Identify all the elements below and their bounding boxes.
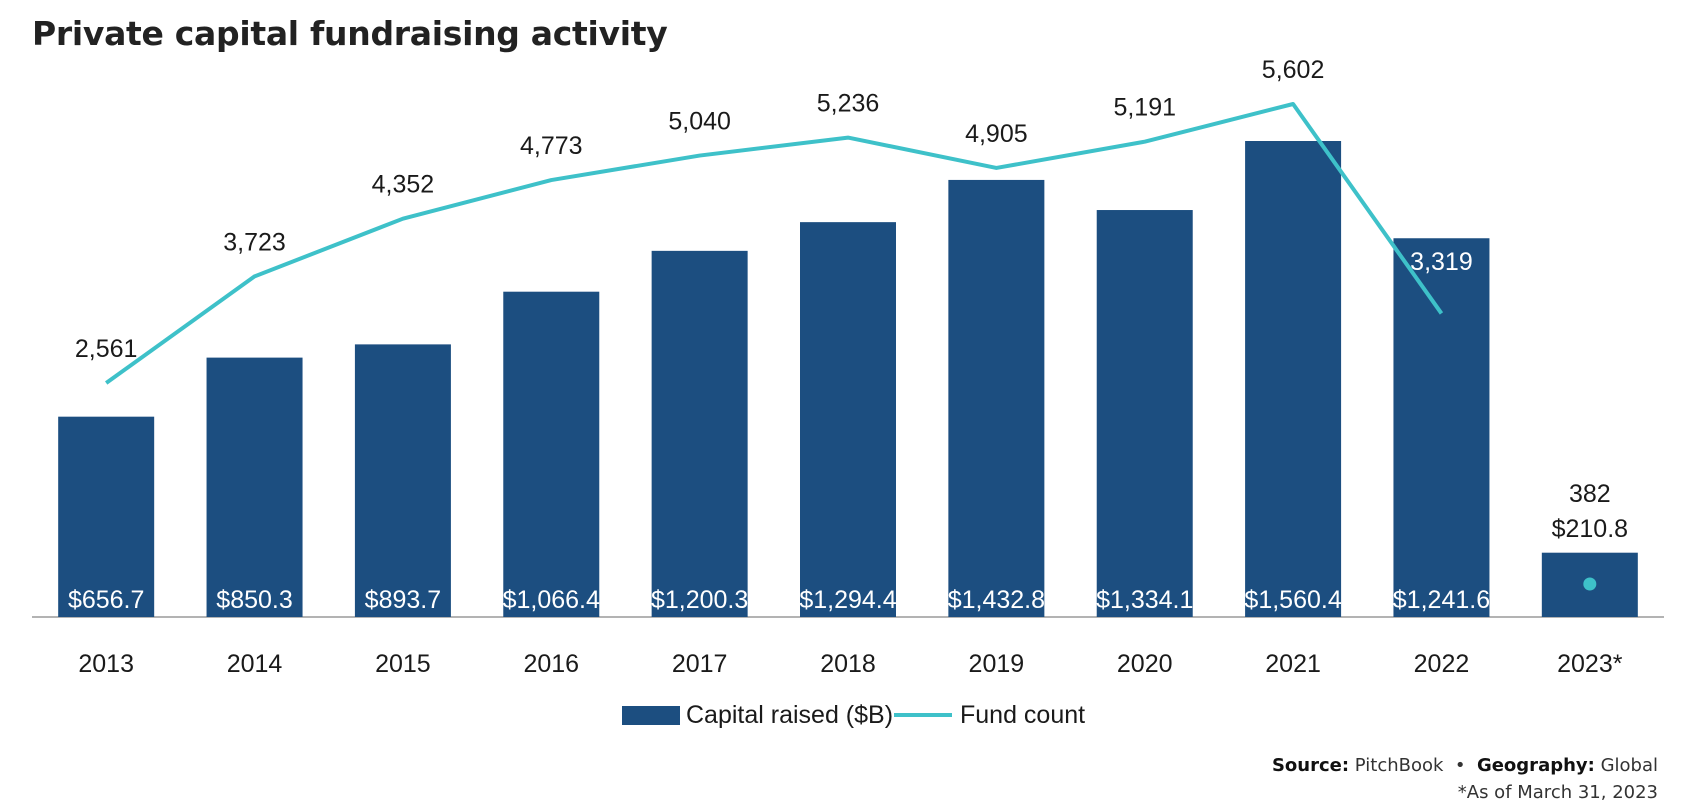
bar-2022: [1393, 238, 1490, 617]
legend: Capital raised ($B) Fund count: [622, 701, 1085, 729]
geography-label: Geography:: [1476, 755, 1595, 776]
x-tick-label: 2023*: [1557, 650, 1623, 678]
fund-count-label: 5,191: [1113, 94, 1176, 122]
legend-label-fund-count: Fund count: [960, 701, 1085, 729]
legend-swatch-capital: [622, 706, 680, 725]
fund-count-label: 5,236: [817, 90, 880, 118]
geography-value: Global: [1600, 755, 1658, 776]
bar-value-label: $850.3: [216, 586, 292, 614]
x-tick-label: 2019: [969, 650, 1025, 678]
fund-count-line: [105, 102, 1444, 385]
source-note: Source: PitchBook • Geography: Global *A…: [1272, 752, 1658, 806]
x-tick-label: 2016: [523, 650, 579, 678]
bar-2019: [948, 179, 1045, 617]
source-label: Source:: [1271, 755, 1350, 776]
x-tick-label: 2018: [820, 650, 876, 678]
bar-2018: [800, 222, 896, 617]
source-value: PitchBook: [1354, 755, 1444, 776]
bar-2021: [1245, 141, 1342, 617]
fund-count-label: 3,723: [223, 228, 286, 256]
bar-value-label: $1,334.1: [1096, 586, 1193, 614]
x-tick-label: 2017: [672, 650, 728, 678]
bar-value-label: $1,241.6: [1393, 586, 1490, 614]
x-tick-label: 2020: [1117, 650, 1173, 678]
bar-value-label: $656.7: [68, 586, 144, 614]
bar-2017: [651, 250, 748, 617]
x-tick-label: 2021: [1265, 650, 1321, 678]
fund-count-point-2023: [1583, 577, 1597, 591]
chart-plot: $656.7 $850.3 $893.7 $1,066.4 $1,200.3 $1,294…: [32, 56, 1664, 729]
source-line: Source: PitchBook • Geography: Global: [1272, 752, 1658, 779]
bar-2020: [1096, 210, 1193, 617]
bar-2014: [206, 357, 303, 617]
bar-value-label: $1,066.4: [503, 586, 600, 614]
bar-value-label: $1,432.8: [948, 586, 1045, 614]
source-separator: •: [1454, 755, 1466, 776]
fund-count-label: 382: [1569, 480, 1611, 508]
bar-value-label: $1,200.3: [651, 586, 748, 614]
bar-2015: [354, 344, 451, 617]
fund-count-label: 5,040: [668, 108, 731, 136]
x-tick-label: 2022: [1414, 650, 1470, 678]
legend-label-capital: Capital raised ($B): [686, 701, 893, 729]
bar-value-label: $210.8: [1552, 515, 1628, 543]
fund-count-label: 3,319: [1410, 248, 1473, 276]
fund-count-label: 2,561: [75, 335, 138, 363]
x-tick-label: 2014: [227, 650, 283, 678]
bar-2013: [58, 416, 155, 617]
x-tick-label: 2013: [78, 650, 134, 678]
fund-count-label: 5,602: [1262, 56, 1325, 84]
chart-title: Private capital fundraising activity: [32, 14, 668, 53]
fund-count-label: 4,352: [372, 171, 435, 199]
bar-value-label: $1,560.4: [1244, 586, 1341, 614]
footnote: *As of March 31, 2023: [1457, 782, 1658, 803]
bar-value-label: $893.7: [365, 586, 441, 614]
x-tick-label: 2015: [375, 650, 431, 678]
fund-count-label: 4,773: [520, 132, 583, 160]
bar-value-label: $1,294.4: [799, 586, 896, 614]
fund-count-label: 4,905: [965, 120, 1028, 148]
bar-2016: [503, 291, 600, 617]
